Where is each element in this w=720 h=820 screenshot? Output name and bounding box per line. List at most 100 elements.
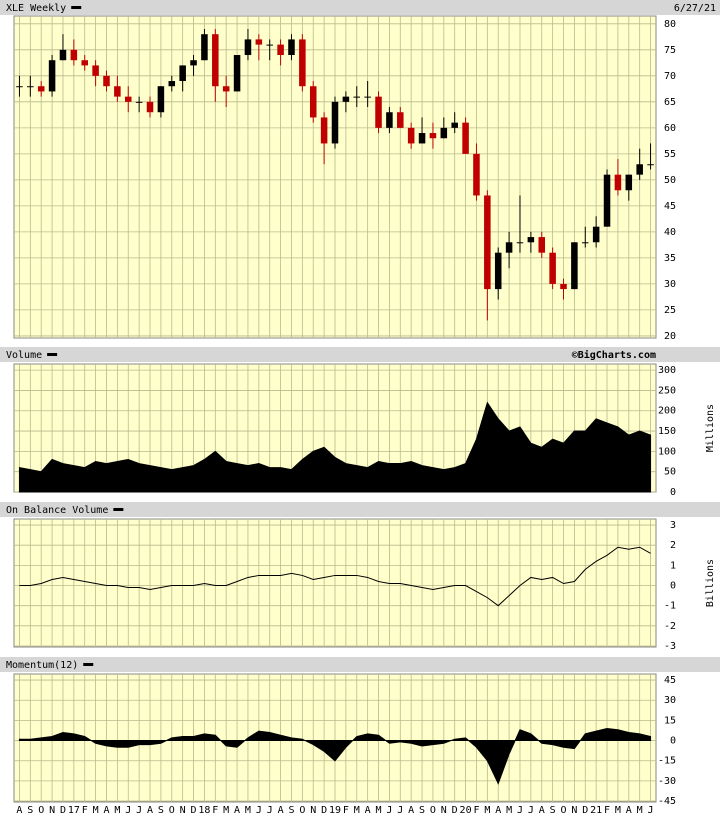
x-tick-label: D bbox=[321, 805, 327, 816]
area bbox=[18, 401, 652, 493]
x-tick-label: J bbox=[256, 805, 262, 816]
candle-body bbox=[266, 44, 273, 46]
candle-body bbox=[114, 86, 121, 97]
y-tick-label: 0 bbox=[670, 736, 676, 747]
y-tick-label: 25 bbox=[664, 305, 676, 316]
x-tick-label: J bbox=[528, 805, 534, 816]
y-tick-label: -45 bbox=[658, 796, 676, 807]
candle-body bbox=[451, 122, 458, 128]
candle-body bbox=[397, 112, 404, 128]
y-tick-label: 1 bbox=[670, 560, 676, 571]
candle-body bbox=[386, 112, 393, 128]
x-tick-label: J bbox=[136, 805, 142, 816]
x-tick-label: 17 bbox=[68, 805, 80, 816]
legend-swatch bbox=[71, 6, 82, 9]
candle-body bbox=[429, 133, 437, 139]
y-tick-label: -3 bbox=[664, 641, 676, 652]
x-tick-label: F bbox=[343, 805, 349, 816]
candle-body bbox=[277, 44, 284, 56]
candle-body bbox=[516, 242, 524, 244]
x-tick-label: S bbox=[288, 805, 294, 816]
candle-body bbox=[222, 86, 230, 92]
y-tick-label: 55 bbox=[664, 149, 676, 160]
y-tick-label: 0 bbox=[670, 581, 676, 592]
panel-title: On Balance Volume bbox=[6, 505, 108, 516]
legend-swatch bbox=[83, 663, 94, 666]
x-tick-label: O bbox=[560, 805, 566, 816]
y-tick-label: -15 bbox=[658, 756, 676, 767]
candle-body bbox=[244, 39, 252, 56]
y-tick-label: 0 bbox=[670, 487, 676, 498]
x-tick-label: M bbox=[93, 805, 99, 816]
x-tick-label: O bbox=[299, 805, 305, 816]
candle-body bbox=[364, 96, 371, 98]
source: ©BigCharts.com bbox=[572, 349, 656, 361]
panel-title: Volume bbox=[6, 350, 42, 361]
chart-date: 6/27/21 bbox=[674, 3, 716, 14]
candle-body bbox=[255, 39, 263, 45]
x-tick-label: M bbox=[114, 805, 120, 816]
y-tick-label: 50 bbox=[664, 175, 676, 186]
y-tick-label: 150 bbox=[658, 426, 676, 437]
panel-header bbox=[0, 0, 720, 15]
candle-body bbox=[331, 101, 339, 144]
x-tick-label: A bbox=[539, 805, 545, 816]
y-tick-label: 100 bbox=[658, 446, 676, 457]
candle-body bbox=[212, 34, 219, 87]
candle-body bbox=[179, 65, 186, 82]
x-tick-label: S bbox=[158, 805, 164, 816]
x-tick-label: F bbox=[604, 805, 610, 816]
x-tick-label: J bbox=[125, 805, 131, 816]
x-tick-label: S bbox=[550, 805, 556, 816]
x-tick-label: O bbox=[38, 805, 44, 816]
y-tick-label: 60 bbox=[664, 123, 676, 134]
x-tick-label: M bbox=[354, 805, 360, 816]
x-tick-label: 20 bbox=[460, 805, 472, 816]
candle-body bbox=[92, 65, 99, 76]
y-tick-label: 70 bbox=[664, 71, 676, 82]
candle-body bbox=[157, 86, 165, 113]
x-tick-label: A bbox=[495, 805, 501, 816]
area bbox=[18, 727, 652, 785]
candle-body bbox=[59, 49, 67, 61]
y-tick-label: 45 bbox=[664, 201, 676, 212]
x-tick-label: A bbox=[278, 805, 284, 816]
y-tick-label: 20 bbox=[664, 331, 676, 342]
candle-body bbox=[592, 226, 600, 243]
x-tick-label: M bbox=[506, 805, 512, 816]
candle-body bbox=[16, 86, 23, 88]
x-tick-label: A bbox=[16, 805, 22, 816]
panel-header bbox=[0, 502, 720, 517]
y-tick-label: 2 bbox=[670, 540, 676, 551]
y-tick-label: 300 bbox=[658, 365, 676, 376]
x-tick-label: D bbox=[582, 805, 588, 816]
legend-swatch bbox=[47, 353, 58, 356]
x-tick-label: A bbox=[626, 805, 632, 816]
candle-body bbox=[103, 75, 110, 87]
candle-body bbox=[288, 39, 295, 56]
candle-body bbox=[473, 153, 480, 196]
candle-body bbox=[81, 60, 88, 66]
candle-body bbox=[342, 96, 350, 102]
x-tick-label: N bbox=[180, 805, 186, 816]
candle-body bbox=[440, 127, 448, 139]
candle-body bbox=[135, 101, 143, 103]
y-tick-label: -2 bbox=[664, 621, 676, 632]
axis-label: Billions bbox=[705, 559, 716, 607]
x-tick-label: A bbox=[147, 805, 153, 816]
candle-body bbox=[168, 81, 176, 87]
y-tick-label: 3 bbox=[670, 520, 676, 531]
legend-swatch bbox=[113, 508, 124, 511]
x-tick-label: F bbox=[473, 805, 479, 816]
x-tick-label: N bbox=[571, 805, 577, 816]
candle-body bbox=[505, 242, 513, 253]
line bbox=[19, 546, 651, 607]
x-tick-label: A bbox=[365, 805, 371, 816]
candle-body bbox=[614, 174, 622, 191]
candle-body bbox=[538, 237, 546, 253]
x-tick-label: 21 bbox=[590, 805, 602, 816]
y-tick-label: 250 bbox=[658, 385, 676, 396]
candle-body bbox=[375, 96, 382, 128]
y-tick-label: 200 bbox=[658, 406, 676, 417]
x-tick-label: S bbox=[419, 805, 425, 816]
